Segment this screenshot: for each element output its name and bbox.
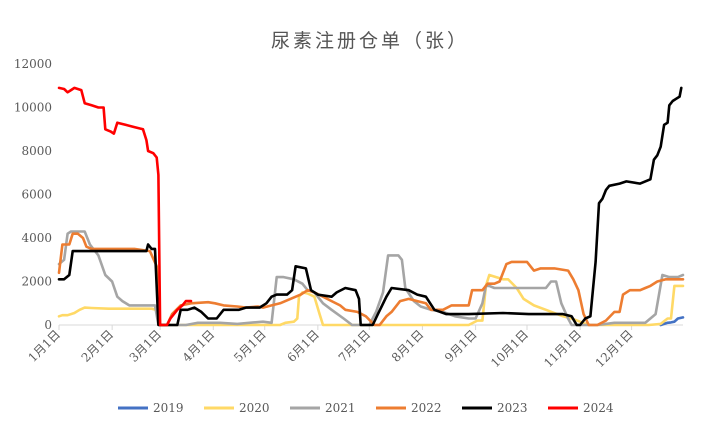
x-tick-label: 2月1日 <box>79 327 117 365</box>
x-tick-label: 1月1日 <box>25 327 63 365</box>
y-tick-label: 8000 <box>21 144 52 158</box>
x-tick-label: 9月1日 <box>442 327 480 365</box>
series-line-2022 <box>57 232 685 327</box>
x-tick-label: 7月1日 <box>336 327 374 365</box>
y-axis-ticks: 0 2000 4000 6000 8000 10000 12000 <box>14 57 52 332</box>
x-axis: 1月1日 2月1日 3月1日 4月1日 5月1日 6月1日 7月1日 8月1日 9月1日 10月1… <box>25 324 683 370</box>
y-tick-label: 4000 <box>21 231 52 245</box>
y-tick-label: 0 <box>44 318 52 332</box>
series-line-2019 <box>659 316 685 327</box>
chart-title: 尿素注册仓单（张） <box>271 30 469 52</box>
x-tick-label: 8月1日 <box>389 327 427 365</box>
y-tick-label: 2000 <box>21 275 52 289</box>
legend-label-2024: 2024 <box>583 401 614 415</box>
x-tick-label: 10月1日 <box>488 327 531 370</box>
series-layer <box>57 86 685 327</box>
legend-label-2022: 2022 <box>411 401 442 415</box>
x-tick-label: 5月1日 <box>231 327 269 365</box>
legend-label-2020: 2020 <box>239 401 270 415</box>
series-line-2024 <box>57 86 193 327</box>
x-tick-label: 11月1日 <box>541 327 584 370</box>
y-tick-label: 6000 <box>21 188 52 202</box>
legend-label-2021: 2021 <box>325 401 356 415</box>
x-tick-label: 4月1日 <box>180 327 218 365</box>
legend-label-2019: 2019 <box>153 401 184 415</box>
y-tick-label: 10000 <box>14 101 52 115</box>
x-tick-label: 12月1日 <box>593 327 636 370</box>
x-tick-label: 6月1日 <box>284 327 322 365</box>
series-line-2023 <box>57 86 683 327</box>
x-tick-label: 3月1日 <box>127 327 165 365</box>
legend: 2019 2020 2021 2022 2023 2024 <box>118 401 614 415</box>
legend-label-2023: 2023 <box>497 401 528 415</box>
series-line-2021 <box>57 230 685 327</box>
y-tick-label: 12000 <box>14 57 52 71</box>
